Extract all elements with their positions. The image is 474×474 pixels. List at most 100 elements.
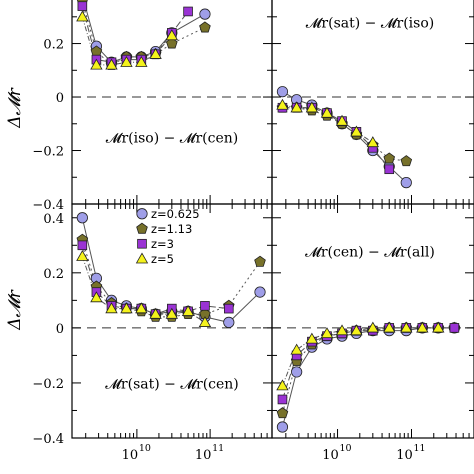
data-point (200, 301, 210, 311)
data-point (277, 394, 288, 405)
x-tick-label: 10 (195, 448, 212, 463)
data-point (366, 136, 380, 148)
data-point (198, 316, 212, 327)
data-point (199, 8, 211, 20)
data-point (449, 323, 460, 333)
data-point (276, 98, 289, 110)
series-line (81, 239, 261, 318)
y-tick-label: 0.4 (43, 212, 64, 227)
data-point (199, 21, 211, 33)
x-tick-exponent: 10 (139, 443, 151, 454)
data-point (276, 379, 289, 391)
panel-top-right: 𝓜r(sat) − 𝓜r(iso) (271, 0, 474, 205)
series-line (282, 107, 407, 162)
data-point (76, 212, 88, 224)
data-point (291, 366, 303, 378)
data-point (90, 291, 103, 303)
data-point (320, 327, 334, 338)
data-point (305, 332, 319, 344)
y-tick-label: 0.2 (43, 38, 64, 53)
y-tick-label: 0 (56, 91, 64, 106)
series-group (76, 212, 266, 328)
x-tick-exponent: 11 (413, 443, 425, 454)
data-point (400, 321, 413, 333)
y-tick-label: 0.2 (43, 267, 64, 282)
panel-annotation: 𝓜r(iso) − 𝓜r(cen) (106, 130, 238, 146)
data-point (384, 164, 395, 175)
panel-annotation: 𝓜r(sat) − 𝓜r(cen) (105, 376, 239, 392)
legend-label: z=3 (151, 237, 174, 251)
data-point (276, 421, 289, 433)
y-tick-label: −0.4 (32, 432, 64, 447)
y-axis-label: Δ𝓜r (5, 289, 25, 330)
data-point (105, 302, 118, 314)
x-tick-label: 10 (396, 448, 413, 463)
data-point (350, 125, 363, 137)
data-point (305, 101, 319, 113)
x-tick-label: 10 (322, 448, 339, 463)
data-point (135, 55, 148, 67)
data-point (400, 155, 413, 167)
data-point (76, 249, 89, 261)
x-tick-label: 10 (122, 448, 139, 463)
x-tick-exponent: 11 (212, 443, 224, 454)
data-point (400, 177, 412, 189)
data-point (149, 307, 162, 319)
data-point (223, 316, 235, 328)
data-point (320, 106, 334, 118)
data-point (350, 324, 363, 336)
legend-marker (137, 238, 147, 249)
legend-marker (136, 222, 148, 234)
data-point (290, 101, 303, 113)
panel-top-left: 0.40.20−0.2−0.4𝓜r(iso) − 𝓜r(cen) (32, 0, 273, 213)
series-group (276, 321, 461, 433)
series-group (76, 0, 211, 70)
data-point (254, 255, 266, 267)
data-point (105, 58, 118, 70)
data-point (366, 321, 380, 333)
data-point (149, 47, 162, 59)
data-point (383, 152, 396, 164)
y-tick-label: −0.2 (32, 377, 64, 392)
legend-marker (135, 252, 149, 264)
panel-annotation: 𝓜r(cen) − 𝓜r(all) (305, 244, 435, 260)
data-point (135, 302, 148, 314)
data-point (181, 305, 195, 316)
data-point (90, 58, 103, 70)
data-point (120, 55, 133, 67)
data-point (432, 321, 445, 333)
legend-marker (136, 208, 148, 220)
series-line (81, 5, 189, 63)
legend-label: z=1.13 (151, 222, 192, 236)
data-point (335, 324, 349, 336)
data-point (335, 114, 349, 126)
panel-frame (271, 203, 474, 439)
y-tick-label: −0.4 (32, 198, 64, 213)
data-point (166, 37, 178, 49)
data-point (383, 321, 396, 333)
data-point (165, 29, 179, 41)
panel-annotation: 𝓜r(sat) − 𝓜r(iso) (306, 16, 434, 32)
data-point (276, 407, 289, 419)
data-point (290, 343, 303, 355)
x-tick-exponent: 10 (339, 443, 351, 454)
data-point (76, 10, 89, 22)
data-point (254, 286, 266, 298)
data-point (276, 86, 289, 98)
data-point (416, 321, 429, 333)
series-group (276, 86, 413, 189)
y-tick-label: 0 (56, 322, 64, 337)
data-point (120, 302, 133, 314)
data-point (77, 1, 88, 11)
y-tick-label: −0.2 (32, 145, 64, 160)
legend-label: z=5 (151, 252, 174, 266)
legend-label: z=0.625 (151, 207, 200, 221)
y-axis-label: Δ𝓜r (5, 87, 25, 128)
data-point (224, 303, 234, 314)
data-point (183, 6, 193, 17)
data-point (77, 240, 88, 251)
